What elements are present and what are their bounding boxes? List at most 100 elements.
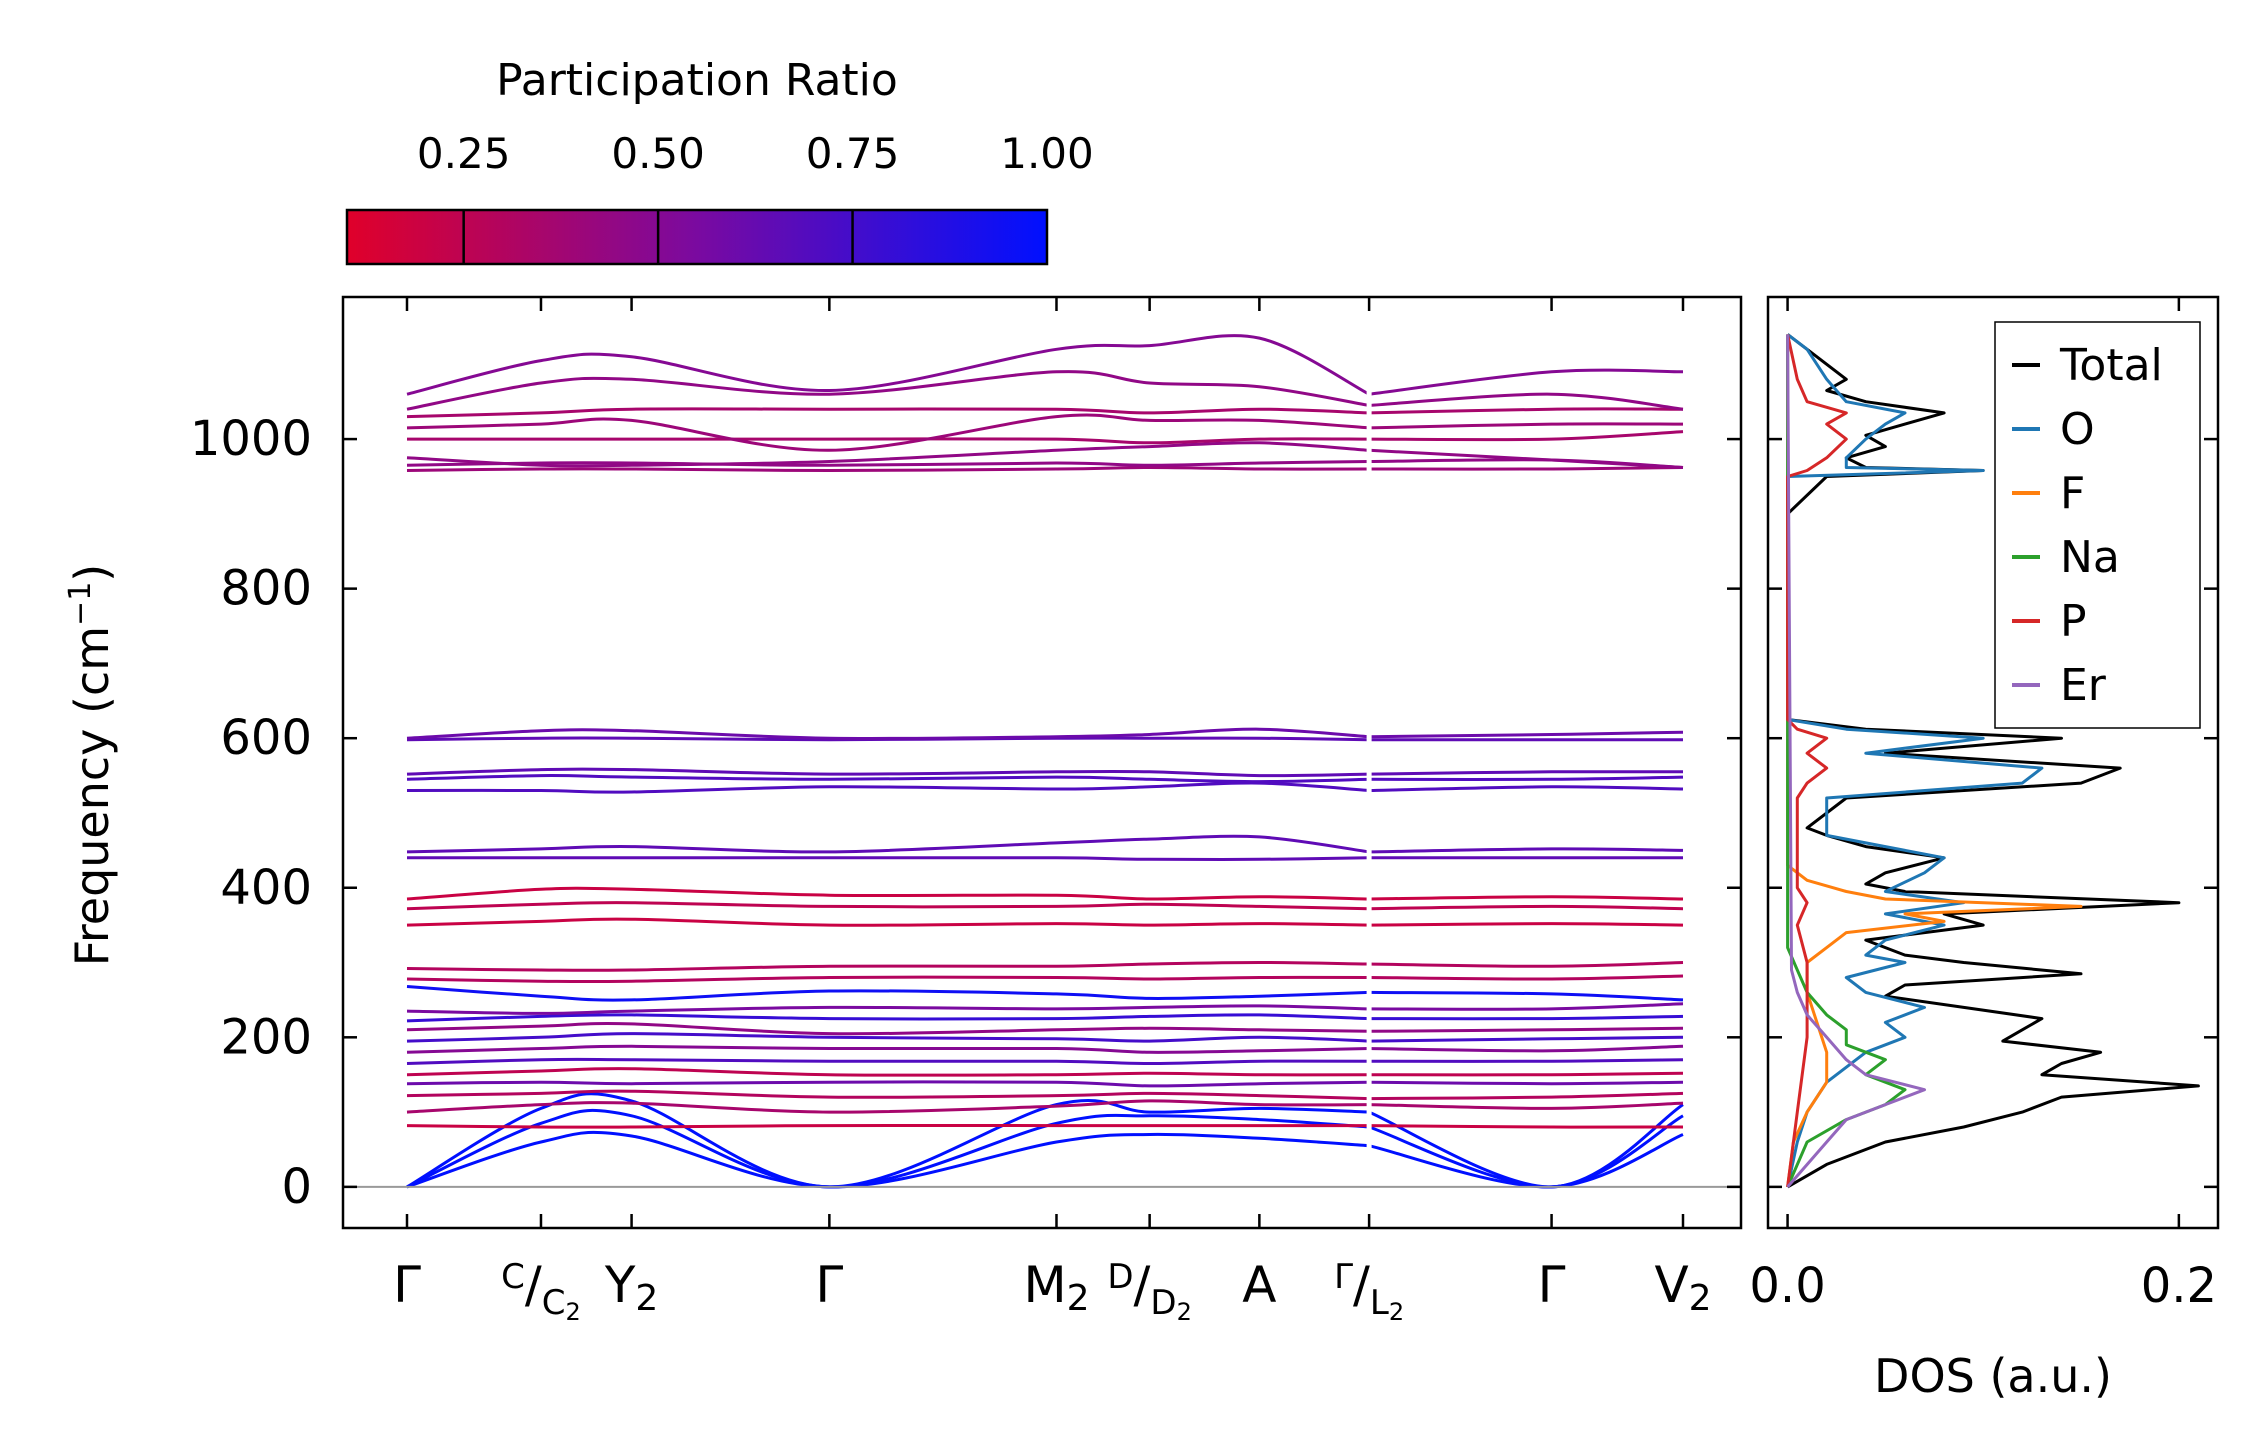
phonon-band — [1368, 368, 1684, 396]
phonon-band — [406, 985, 1370, 1002]
dos-axis-ticks: 0.0 0.2 — [1749, 297, 2218, 1314]
phonon-band — [1369, 1014, 1684, 1021]
band-structure-panel: 0 200 400 600 800 1000 Γ C/C2 Y2 Γ M2 D/D2 A Γ/L2 Γ V2… — [63, 295, 1743, 1326]
band-axes-frame — [341, 295, 1743, 1230]
phonon-band — [1369, 1044, 1684, 1053]
phonon-band — [406, 441, 1370, 468]
phonon-band — [1369, 1091, 1684, 1101]
phonon-band — [1369, 1058, 1684, 1063]
k-point-label: Γ — [393, 1256, 421, 1314]
phonon-band — [406, 1108, 1370, 1189]
phonon-band — [1369, 448, 1684, 469]
phonon-band — [406, 975, 1370, 984]
phonon-band — [1369, 1101, 1684, 1110]
frequency-axis-label: Frequency (cm−1) — [63, 564, 119, 967]
dos-panel: 0.0 0.2 DOS (a.u.) Total OF Na P Er — [1749, 295, 2220, 1403]
phonon-band — [1369, 922, 1684, 927]
k-point-label: A — [1242, 1256, 1276, 1314]
phonon-band — [1369, 895, 1684, 901]
phonon-band — [406, 1080, 1370, 1088]
y-tick-label: 0 — [281, 1159, 312, 1215]
phonon-band — [406, 1013, 1370, 1023]
legend-label: Na — [2060, 532, 2120, 583]
ylabel-sup: −1 — [63, 582, 98, 626]
phonon-band — [1369, 1002, 1684, 1011]
phonon-band — [1369, 775, 1684, 781]
dos-series-f — [1786, 334, 2083, 1188]
phonon-band — [1369, 785, 1684, 792]
phonon-band — [406, 1123, 1370, 1129]
colorbar: Participation Ratio 0.25 0.50 0.75 1.00 — [345, 55, 1094, 266]
phonon-band — [1369, 1035, 1684, 1043]
dos-series-total — [1786, 333, 2200, 1189]
colorbar-title: Participation Ratio — [496, 55, 898, 106]
phonon-band — [406, 1089, 1370, 1101]
phonon-band — [1369, 466, 1684, 471]
dos-curves — [1786, 333, 2200, 1189]
phonon-band — [1369, 422, 1684, 430]
k-point-label: V2 — [1654, 1256, 1711, 1319]
phonon-band — [406, 1032, 1370, 1043]
dos-series-p — [1786, 334, 1848, 1188]
phonon-band — [406, 917, 1370, 927]
colorbar-ticks: 0.25 0.50 0.75 1.00 — [417, 129, 1094, 264]
frequency-axis-ticks: 0 200 400 600 800 1000 — [190, 411, 1741, 1215]
dos-series-o — [1786, 333, 2044, 1188]
phonon-bands — [406, 299, 1684, 1226]
colorbar-tick-label: 0.50 — [611, 129, 705, 178]
legend-label: P — [2060, 596, 2087, 647]
phonon-band — [406, 834, 1370, 854]
phonon-band — [1369, 904, 1684, 911]
legend-frame — [1994, 321, 2201, 729]
phonon-band — [1369, 847, 1684, 854]
phonon-band — [406, 1004, 1370, 1015]
phonon-band — [406, 465, 1370, 473]
phonon-band — [406, 334, 1370, 396]
phonon-band — [1369, 730, 1684, 739]
phonon-band — [406, 370, 1370, 411]
ylabel-close: ) — [65, 564, 119, 582]
phonon-band — [406, 1044, 1370, 1054]
phonon-band — [406, 1130, 1370, 1189]
k-point-label: Γ — [1538, 1256, 1566, 1314]
phonon-band — [406, 901, 1370, 911]
y-tick-label: 800 — [220, 561, 312, 617]
k-point-label: Γ — [815, 1256, 843, 1314]
y-tick-label: 400 — [220, 860, 312, 916]
phonon-band — [406, 1022, 1370, 1036]
kpath-ticks: Γ C/C2 Y2 Γ M2 D/D2 A Γ/L2 Γ V2 — [393, 297, 1712, 1326]
colorbar-tick-label: 1.00 — [1000, 129, 1094, 178]
dos-series-er — [1786, 334, 1926, 1188]
phonon-band — [1369, 1026, 1684, 1033]
phonon-band — [1369, 1080, 1684, 1086]
phonon-band — [406, 1057, 1370, 1066]
phonon-band — [1369, 1124, 1684, 1129]
k-point-label: C/C2 — [501, 1256, 581, 1326]
phonon-band — [406, 886, 1370, 901]
phonon-band — [406, 856, 1370, 862]
y-tick-label: 200 — [220, 1009, 312, 1065]
ylabel-main: Frequency (cm — [65, 626, 119, 966]
phonon-band — [406, 767, 1370, 778]
phonon-band — [406, 1099, 1370, 1114]
phonon-band — [1369, 1071, 1684, 1077]
phonon-band — [406, 960, 1370, 972]
phonon-band — [406, 774, 1370, 784]
colorbar-tick-label: 0.25 — [417, 129, 511, 178]
dos-legend: Total OF Na P Er — [1994, 321, 2201, 729]
phonon-band — [406, 460, 1370, 467]
y-tick-label: 1000 — [190, 411, 312, 467]
dos-x-tick-label: 0.0 — [1749, 1258, 1825, 1314]
phonon-band — [1369, 407, 1684, 415]
k-point-label: Γ/L2 — [1334, 1256, 1404, 1326]
phonon-band — [407, 437, 1370, 445]
y-tick-label: 600 — [220, 710, 312, 766]
k-point-label: M2 — [1023, 1256, 1089, 1319]
phonon-band — [406, 727, 1370, 740]
k-point-label: Y2 — [604, 1256, 658, 1319]
legend-label: O — [2060, 404, 2095, 455]
phonon-band — [1368, 1133, 1684, 1189]
legend-label: F — [2060, 468, 2085, 519]
dos-axes-frame — [1766, 295, 2220, 1230]
